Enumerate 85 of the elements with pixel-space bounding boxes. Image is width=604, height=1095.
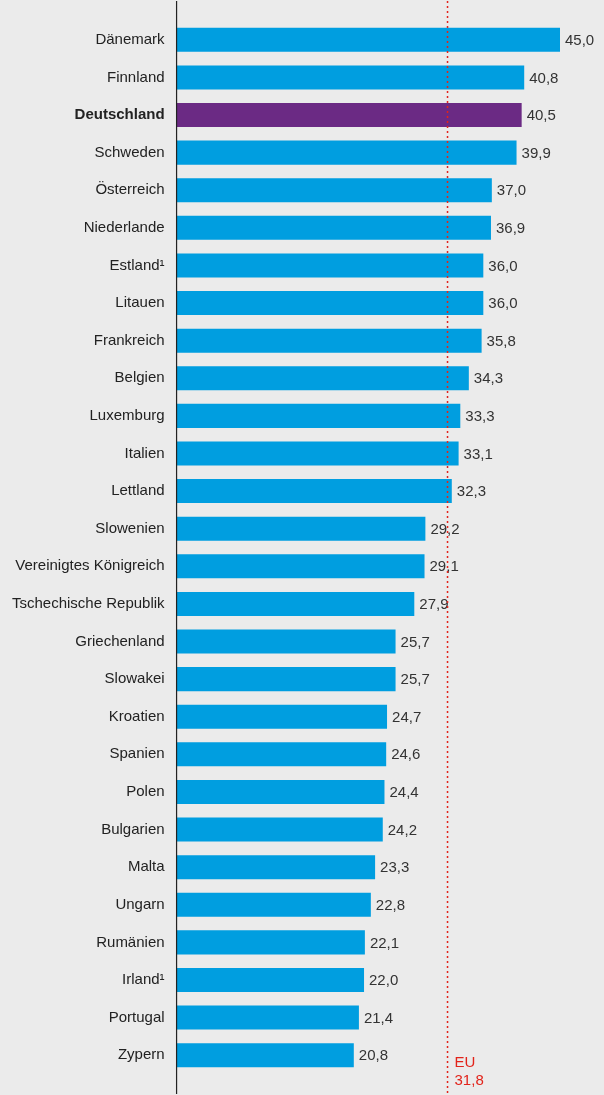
y-tick-label: Italien	[124, 443, 165, 461]
bar	[176, 178, 492, 203]
data-label: 24,6	[391, 745, 421, 763]
bar	[176, 479, 452, 504]
bar	[176, 930, 365, 955]
y-tick-label: Rumänien	[96, 932, 165, 950]
bar	[176, 403, 461, 428]
data-label: 24,7	[392, 707, 422, 725]
data-label: 25,7	[400, 632, 430, 650]
bar	[176, 1005, 359, 1030]
y-tick-label: Deutschland	[74, 105, 165, 123]
y-tick-label: Slowenien	[95, 518, 165, 536]
data-label: 34,3	[473, 369, 504, 387]
bar	[176, 629, 396, 654]
y-tick-label: Irland¹	[122, 970, 165, 988]
data-label: 35,8	[486, 331, 516, 349]
y-tick-label: Niederlande	[83, 217, 165, 235]
bar	[176, 253, 484, 278]
y-tick-label: Estland¹	[109, 255, 165, 273]
y-tick-label: Tschechische Republik	[12, 594, 166, 612]
data-label: 29,1	[429, 557, 459, 575]
bar	[176, 65, 525, 90]
y-tick-label: Finnland	[107, 67, 165, 85]
y-tick-label: Vereinigtes Königreich	[15, 556, 165, 574]
data-label: 40,8	[529, 68, 559, 86]
y-tick-label: Griechenland	[75, 631, 165, 649]
y-tick-label: Ungarn	[115, 894, 165, 912]
bar	[176, 215, 491, 240]
y-tick-label: Zypern	[117, 1045, 165, 1063]
data-label: 24,4	[389, 783, 419, 801]
data-label: 25,7	[400, 670, 430, 688]
bar	[176, 366, 469, 391]
data-label: 40,5	[526, 106, 556, 124]
data-label: 45,0	[565, 30, 595, 48]
bar	[176, 27, 560, 52]
y-tick-label: Dänemark	[95, 29, 166, 47]
data-label: 39,9	[521, 143, 551, 161]
data-label: 27,9	[419, 595, 449, 613]
bar	[176, 291, 484, 316]
data-label: 21,4	[363, 1008, 394, 1026]
data-label: 36,0	[488, 256, 518, 274]
bar	[176, 704, 388, 729]
data-label: 24,2	[387, 820, 417, 838]
data-label: 33,1	[463, 444, 493, 462]
ref-line-label: EU 31,8	[454, 1052, 484, 1088]
bar	[176, 667, 396, 692]
y-tick-label: Bulgarien	[101, 819, 165, 837]
data-label: 36,0	[488, 294, 518, 312]
data-label: 23,3	[380, 858, 410, 876]
bar	[176, 591, 415, 616]
data-label: 22,8	[375, 895, 406, 913]
bar	[176, 892, 371, 917]
data-label: 33,3	[465, 407, 495, 425]
y-tick-label: Slowakei	[104, 669, 165, 687]
y-tick-label: Spanien	[109, 744, 165, 762]
data-label: 32,3	[456, 482, 486, 500]
bar	[176, 140, 517, 165]
bar	[176, 554, 425, 579]
y-tick-label: Frankreich	[93, 330, 165, 348]
y-tick-label: Österreich	[95, 180, 165, 198]
bar	[176, 441, 459, 466]
data-label: 29,2	[430, 519, 460, 537]
y-tick-label: Portugal	[108, 1007, 165, 1025]
bar	[176, 779, 385, 804]
y-tick-label: Lettland	[111, 481, 165, 499]
data-label: 36,9	[495, 218, 526, 236]
bar	[176, 1043, 354, 1068]
bar	[176, 855, 376, 880]
data-label: 20,8	[358, 1046, 389, 1064]
bar	[176, 742, 387, 767]
y-tick-label: Malta	[127, 857, 166, 875]
bar	[176, 102, 522, 128]
bar	[176, 817, 383, 842]
data-label: 22,0	[369, 971, 399, 989]
data-label: 22,1	[369, 933, 400, 951]
y-tick-label: Litauen	[115, 293, 165, 311]
bar	[176, 967, 365, 993]
bar	[176, 328, 482, 353]
y-tick-label: Kroatien	[108, 706, 165, 724]
bar	[176, 516, 426, 541]
data-label: 37,0	[496, 181, 527, 199]
y-tick-label: Schweden	[94, 142, 165, 160]
y-tick-label: Luxemburg	[89, 406, 165, 424]
y-tick-label: Belgien	[114, 368, 165, 386]
y-tick-label: Polen	[126, 782, 165, 800]
